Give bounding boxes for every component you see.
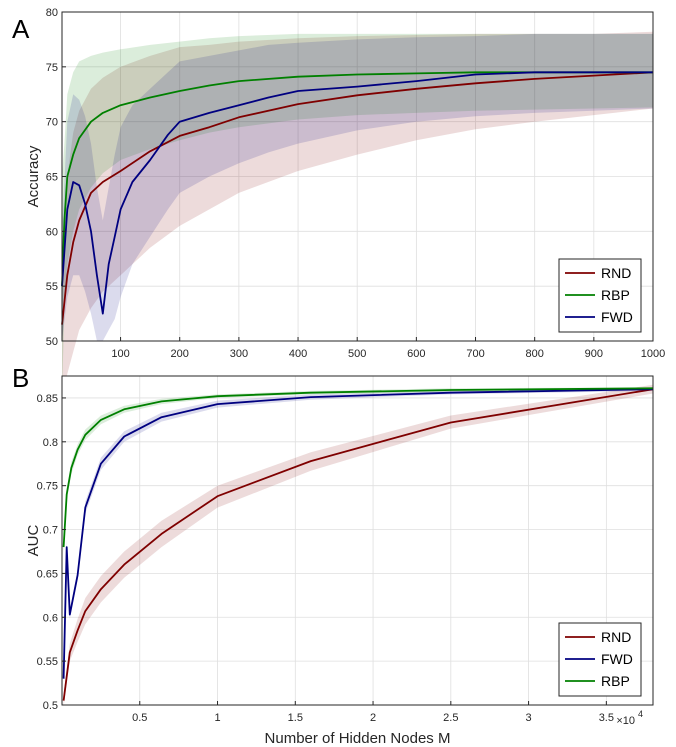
y-tick-label: 0.65 [37,568,58,580]
x-tick-label: 1 [214,712,220,724]
x-axis-label-b: Number of Hidden Nodes M [265,730,451,747]
x-tick-label: 0.5 [132,712,147,724]
y-tick-label: 0.55 [37,656,58,668]
y-tick-label: 50 [46,336,58,348]
band-rnd [63,384,654,707]
y-tick-label: 0.6 [43,612,58,624]
panel-letter-a: A [12,14,30,44]
y-tick-label: 0.8 [43,437,58,449]
x-tick-label: 400 [289,348,307,360]
series-line-rbp [61,71,653,287]
y-tick-label: 65 [46,172,58,184]
legend-label-rnd: RND [601,265,631,281]
x-tick-label: 300 [230,348,248,360]
y-tick-label: 0.5 [43,700,58,712]
legend-label-rnd: RND [601,629,631,645]
x-tick-label: 800 [526,348,544,360]
panel-letter-b: B [12,363,29,393]
y-tick-label: 55 [46,281,58,293]
legend-label-rbp: RBP [601,673,630,689]
band-rnd [62,31,653,407]
legend-box [558,622,642,697]
band-rbp [62,33,653,396]
x-tick-label: 3 [526,712,532,724]
legend-label-fwd: FWD [601,651,633,667]
y-axis-label-a: Accuracy [25,145,42,207]
y-tick-label: 60 [46,226,58,238]
x-tick-label: 900 [585,348,603,360]
x-tick-label: 500 [348,348,366,360]
band-fwd [62,33,653,342]
x-tick-label: 2 [370,712,376,724]
series-line-rnd [62,388,654,701]
y-tick-label: 0.7 [43,525,58,537]
series-line-fwd [61,71,653,315]
y-axis-label-b: AUC [25,524,42,556]
series-line-rbp [62,387,654,548]
axes-frame-b [61,375,654,706]
x-tick-label: 3.5 [599,712,614,724]
panel-b-plot: 0.5 1 1.5 2 2.5 3 3.5 0.5 0.55 0.6 0.65 0.7 0.75 0.8 0… [25,375,654,747]
x-tick-label: 600 [407,348,425,360]
legend-a: RND RBP FWD [558,258,642,333]
panel-a-plot: 100 200 300 400 500 600 700 800 900 1000 50 55 60 65 7… [25,7,665,407]
y-tick-label: 0.75 [37,481,58,493]
x-tick-label: 700 [466,348,484,360]
y-tick-label: 0.85 [37,393,58,405]
x-axis-multiplier: ×10 [616,715,635,727]
legend-label-fwd: FWD [601,309,633,325]
x-tick-label: 100 [111,348,129,360]
legend-b: RND FWD RBP [558,622,642,697]
series-line-rnd [61,71,654,325]
x-axis-multiplier-exponent: 4 [638,709,643,719]
legend-label-rbp: RBP [601,287,630,303]
x-tick-label: 1000 [641,348,665,360]
y-tick-label: 80 [46,7,58,19]
y-tick-label: 75 [46,62,58,74]
x-tick-label: 200 [171,348,189,360]
x-tick-label: 2.5 [443,712,458,724]
x-tick-label: 1.5 [288,712,303,724]
plot-area-b [62,376,653,705]
series-line-fwd [62,388,654,679]
y-tick-label: 70 [46,117,58,129]
